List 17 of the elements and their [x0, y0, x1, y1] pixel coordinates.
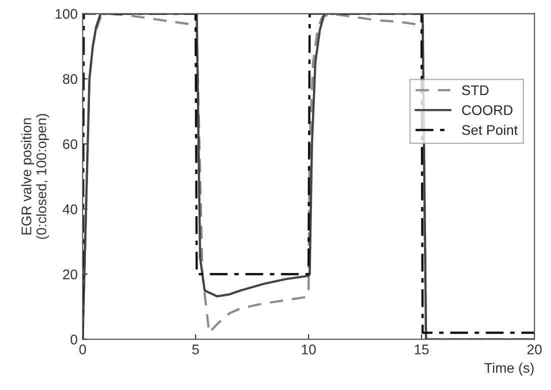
x-axis-title: Time (s)	[484, 362, 534, 376]
legend-label: STD	[462, 85, 489, 96]
line-series	[82, 14, 534, 340]
y-tick-label: 60	[63, 139, 78, 150]
x-tick-label: 10	[302, 344, 316, 354]
y-tick-label: 80	[62, 74, 78, 84]
x-tick-label: 20	[527, 344, 542, 354]
legend-label: Set Point	[462, 124, 518, 135]
y-axis-title: EGR valve position (0:closed, 100:open)	[21, 114, 50, 239]
y-tick-label: 100	[56, 8, 78, 19]
y-tick-label: 0	[70, 334, 78, 344]
x-tick-label: 5	[192, 344, 199, 354]
x-tick-label: 15	[414, 344, 429, 354]
x-tick-label: 0	[79, 344, 86, 354]
y-tick-label: 40	[62, 204, 78, 214]
legend-label: COORD	[462, 105, 512, 116]
y-tick-label: 20	[63, 270, 78, 280]
